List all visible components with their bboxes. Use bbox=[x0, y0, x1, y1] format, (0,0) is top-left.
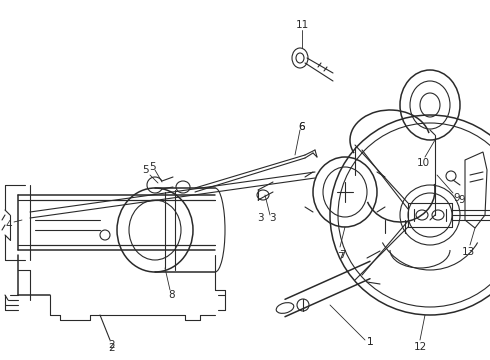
Text: 3: 3 bbox=[257, 213, 263, 223]
Text: 12: 12 bbox=[414, 342, 427, 352]
Text: 9: 9 bbox=[454, 193, 460, 203]
Text: 7: 7 bbox=[339, 250, 345, 260]
Text: 4: 4 bbox=[6, 220, 12, 230]
Text: 11: 11 bbox=[295, 20, 309, 30]
Text: 2: 2 bbox=[109, 340, 115, 350]
Text: 1: 1 bbox=[367, 337, 373, 347]
Text: 6: 6 bbox=[299, 122, 305, 132]
Text: 13: 13 bbox=[462, 247, 475, 257]
Text: 10: 10 bbox=[416, 158, 430, 168]
Text: 8: 8 bbox=[169, 290, 175, 300]
Text: 5: 5 bbox=[142, 165, 148, 175]
Text: 5: 5 bbox=[148, 162, 155, 172]
Text: 6: 6 bbox=[299, 122, 305, 132]
Text: 2: 2 bbox=[109, 343, 115, 353]
Text: 7: 7 bbox=[337, 252, 343, 262]
Text: 3: 3 bbox=[269, 213, 275, 223]
Text: 9: 9 bbox=[459, 195, 466, 205]
Text: 1: 1 bbox=[367, 337, 373, 347]
